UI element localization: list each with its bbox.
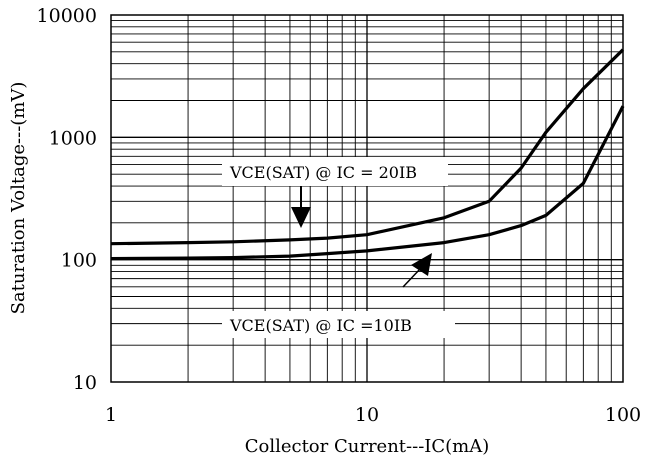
x-tick-label: 10 [355,404,379,426]
x-tick-label: 100 [605,404,641,426]
annotation-20ib-label: VCE(SAT) @ IC = 20IB [229,163,417,182]
plot-frame [110,14,624,383]
series-line-0 [110,48,625,246]
annotation-10ib: VCE(SAT) @ IC =10IB [222,253,455,338]
tick-labels: 1 10 100 10 100 1000 10000 [37,5,642,426]
series-layer [110,48,625,261]
annotation-10ib-arrow-head [411,253,432,276]
y-tick-label: 10 [73,372,97,394]
grid [111,15,623,382]
x-axis-title: Collector Current---IC(mA) [245,436,490,457]
series-line-1 [110,105,625,261]
y-tick-label: 1000 [49,127,97,149]
annotation-10ib-arrow-shaft [402,268,421,288]
annotation-20ib-arrow-head [291,207,311,228]
y-tick-label: 100 [61,250,97,272]
y-tick-label: 10000 [37,5,97,27]
x-tick-label: 1 [105,404,117,426]
annotation-20ib: VCE(SAT) @ IC = 20IB [222,157,448,228]
y-axis-title: Saturation Voltage---(mV) [8,82,29,315]
annotation-10ib-label: VCE(SAT) @ IC =10IB [229,316,412,335]
